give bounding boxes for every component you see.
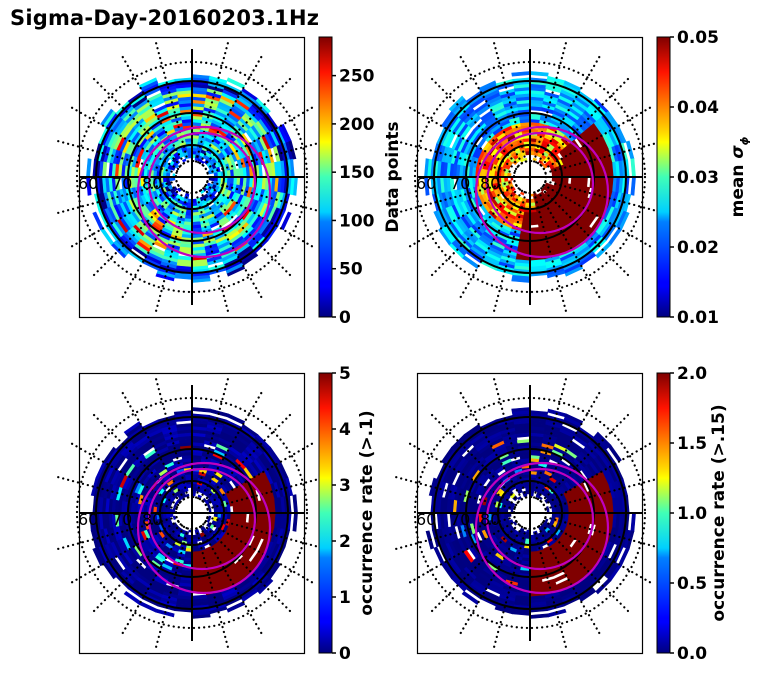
lat-label-60: 60 (78, 174, 98, 193)
colorbar-tick-label: 3 (339, 476, 351, 496)
colorbar: 0.01 0.02 0.03 0.04 0.05 mean σϕ (656, 28, 751, 328)
colorbar-tick-label: 0.01 (677, 308, 719, 328)
lat-label-70: 70 (450, 174, 470, 193)
panel-occurrence-rate-015: 60 70 80 0.0 0.5 1.0 1.5 2.0 occurrence rate… (393, 364, 729, 664)
heatmap-cell (529, 106, 543, 112)
colorbar-gradient (318, 36, 333, 318)
dotted-mlt-spoke (120, 189, 186, 300)
colorbar-tick-label: 250 (339, 67, 375, 87)
heatmap-cell (529, 613, 549, 619)
dotted-mlt-spoke (198, 54, 264, 165)
polar-grid (55, 40, 329, 314)
heatmap-cell (232, 504, 238, 514)
auroral-oval-outer (136, 125, 272, 259)
colorbar-tick-label: 1.0 (677, 504, 707, 524)
colorbar-tick-label: 0.04 (677, 98, 719, 118)
colorbar-tick-label: 0 (339, 308, 351, 328)
dotted-mlt-spoke (91, 76, 182, 167)
colorbar-label: occurrence rate (>.15) (709, 404, 729, 621)
colorbar-gradient (656, 36, 671, 318)
colorbar: 0 1 2 3 4 5 occurrence rate (>.1) (318, 364, 377, 664)
lat-label-60: 60 (416, 510, 436, 529)
dotted-mlt-spoke (55, 139, 178, 174)
colorbar-tick-label: 0.03 (677, 168, 719, 188)
heatmap-cell (630, 158, 636, 178)
lat-label-70: 70 (112, 174, 132, 193)
dotted-mlt-spoke (195, 40, 230, 163)
dotted-mlt-spoke (69, 105, 180, 171)
colorbar-tick-label: 2.0 (677, 364, 707, 384)
dotted-mlt-spoke (91, 187, 182, 278)
lat-label-60: 60 (78, 510, 98, 529)
dotted-mlt-spoke (204, 183, 315, 249)
colorbar-label-text: mean (728, 159, 748, 218)
dotted-mlt-spoke (206, 180, 329, 215)
panel-data-points: 60 70 80 0 50 100 150 200 250 Data points (55, 36, 403, 328)
colorbar-tick-label: 0 (339, 644, 351, 664)
dotted-mlt-spoke (202, 187, 293, 278)
colorbar-tick-label: 0.05 (677, 28, 719, 48)
colorbar-tick-label: 0.0 (677, 644, 707, 664)
dotted-mlt-spoke (195, 191, 230, 314)
auroral-oval-inner (147, 131, 257, 235)
lat-label-70: 70 (112, 510, 132, 529)
dotted-mlt-spoke (69, 183, 180, 249)
sigma-symbol: σ (728, 145, 748, 159)
lat-label-70: 70 (450, 510, 470, 529)
colorbar-tick-label: 150 (339, 163, 375, 183)
panel-mean-sigma-phi: 60 70 80 0.01 0.02 0.03 0.04 0.05 mean σϕ (393, 28, 751, 328)
colorbar-tick-label: 0.02 (677, 238, 719, 258)
lat-label-80: 80 (142, 510, 162, 529)
axes-frame (78, 36, 306, 319)
colorbar-tick-label: 1.5 (677, 434, 707, 454)
svg-text:mean σϕ: mean σϕ (728, 136, 751, 217)
heatmap-cell (630, 176, 636, 196)
colorbar-tick-label: 5 (339, 364, 351, 384)
heatmap-cell (292, 512, 298, 532)
lat-label-80: 80 (480, 174, 500, 193)
dotted-mlt-spoke (206, 139, 329, 174)
figure-title: Sigma-Day-20160203.1Hz (10, 6, 320, 30)
colorbar-tick-label: 4 (339, 420, 351, 440)
colorbar-label: occurrence rate (>.1) (357, 410, 377, 615)
colorbar-tick-label: 100 (339, 211, 375, 231)
lat-label-80: 80 (142, 174, 162, 193)
dotted-mlt-spoke (198, 189, 264, 300)
colorbar: 0.0 0.5 1.0 1.5 2.0 occurrence rate (>.15) (656, 364, 729, 664)
colorbar: 0 50 100 150 200 250 Data points (318, 36, 403, 328)
phi-subscript: ϕ (738, 136, 751, 145)
heatmap-cell (630, 512, 636, 532)
dotted-mlt-spoke (202, 76, 293, 167)
heatmap-cell (292, 494, 298, 514)
panel-occurrence-rate-01: 60 70 80 0 1 2 3 4 5 occurrence rate (>.1) (55, 364, 377, 664)
heatmap-cell (511, 71, 531, 77)
colorbar-gradient (656, 372, 671, 654)
colorbar-tick-label: 0.5 (677, 574, 707, 594)
lat-label-80: 80 (480, 510, 500, 529)
colorbar-tick-label: 2 (339, 532, 351, 552)
heatmap-cell (248, 512, 254, 524)
dotted-mlt-spoke (154, 191, 189, 314)
heatmap-cell (191, 407, 211, 413)
dotted-mlt-spoke (204, 105, 315, 171)
colorbar-gradient (318, 372, 333, 654)
colorbar-label: mean σϕ (728, 136, 751, 217)
colorbar-tick-label: 1 (339, 588, 351, 608)
lat-label-60: 60 (416, 174, 436, 193)
dotted-mlt-spoke (55, 180, 178, 215)
heatmap-cell (529, 71, 549, 77)
colorbar-tick-label: 200 (339, 115, 375, 135)
heatmap-cell (570, 176, 576, 186)
colorbar-label: Data points (383, 121, 403, 232)
dotted-mlt-spoke (154, 40, 189, 163)
heatmap-cell (529, 227, 540, 232)
dotted-mlt-spoke (120, 54, 186, 165)
colorbar-tick-label: 50 (339, 260, 363, 280)
